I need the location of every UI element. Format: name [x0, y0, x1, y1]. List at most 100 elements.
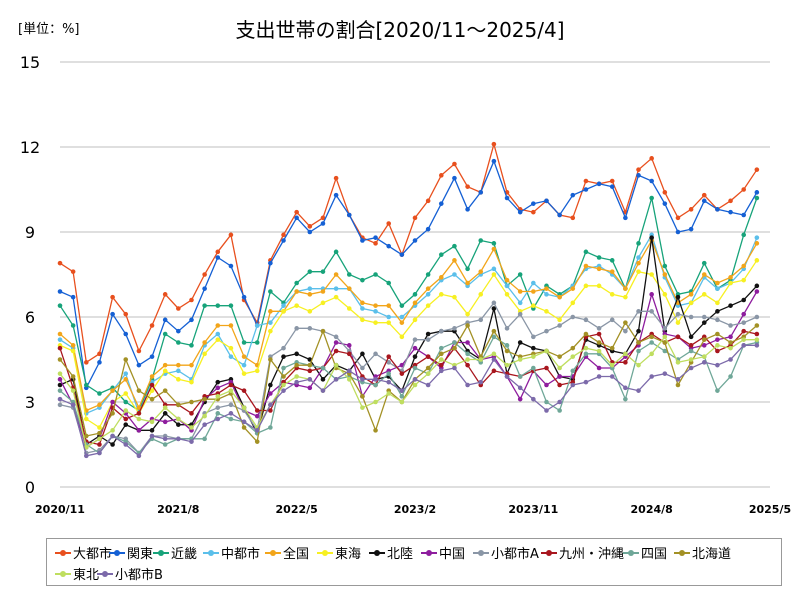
data-point — [281, 309, 286, 314]
data-point — [649, 340, 654, 345]
data-point — [333, 334, 339, 340]
data-point — [281, 238, 286, 243]
data-point — [583, 351, 589, 357]
data-point — [504, 195, 510, 201]
data-point — [57, 337, 63, 342]
data-point — [491, 241, 497, 246]
data-point — [675, 215, 681, 221]
data-point — [97, 360, 102, 365]
data-point — [504, 374, 510, 379]
legend-label: 大都市 — [73, 547, 113, 562]
data-point — [675, 334, 681, 340]
data-point — [715, 207, 720, 212]
data-point — [715, 337, 720, 342]
data-point — [373, 399, 378, 405]
x-tick-label: 2025/5 — [749, 503, 791, 516]
data-point — [478, 238, 484, 243]
data-point — [412, 238, 418, 243]
data-point — [399, 320, 405, 325]
data-point — [399, 362, 405, 368]
data-point — [425, 337, 431, 342]
data-point — [123, 442, 129, 447]
data-point — [583, 331, 589, 337]
data-point — [189, 362, 194, 368]
legend-label: 四国 — [641, 547, 668, 562]
data-point — [583, 345, 589, 351]
data-point — [438, 328, 444, 334]
data-point — [570, 300, 576, 306]
data-point — [425, 354, 431, 359]
data-point — [294, 209, 299, 215]
data-point — [202, 396, 207, 402]
data-point — [149, 382, 155, 388]
data-point — [531, 303, 536, 308]
data-point — [715, 309, 720, 314]
data-point — [373, 241, 378, 246]
data-point — [110, 433, 115, 439]
data-point — [320, 221, 326, 226]
data-point — [268, 289, 273, 294]
data-point — [176, 422, 181, 427]
data-point — [176, 328, 181, 334]
x-tick-label: 2021/8 — [157, 503, 199, 516]
data-point — [373, 382, 378, 388]
data-point — [57, 303, 63, 308]
data-point — [215, 411, 221, 416]
legend-label: 小都市A — [491, 547, 539, 562]
data-point — [531, 345, 536, 351]
data-point — [623, 360, 628, 365]
data-point — [478, 379, 484, 385]
data-point — [57, 377, 63, 382]
data-point — [438, 201, 444, 206]
data-point — [149, 433, 155, 439]
data-point — [728, 280, 733, 286]
data-point — [176, 362, 181, 368]
data-point — [531, 334, 536, 340]
data-point — [228, 416, 234, 422]
data-point — [320, 328, 326, 334]
data-point — [189, 297, 194, 303]
data-point — [531, 280, 536, 286]
data-point — [57, 371, 63, 376]
legend-swatch — [203, 548, 219, 558]
data-point — [386, 314, 392, 320]
data-point — [701, 354, 707, 359]
data-point — [662, 326, 668, 331]
data-point — [136, 428, 142, 433]
data-point — [149, 396, 155, 402]
data-point — [268, 260, 273, 266]
data-point — [596, 255, 602, 260]
data-point — [228, 411, 234, 416]
data-point — [294, 326, 299, 331]
data-point — [662, 292, 668, 297]
data-point — [754, 343, 760, 348]
data-point — [320, 377, 326, 382]
data-point — [189, 317, 194, 323]
data-point — [123, 311, 129, 317]
data-point — [609, 292, 615, 297]
data-point — [465, 323, 470, 328]
data-point — [307, 368, 313, 374]
data-point — [557, 374, 562, 379]
series-line-11 — [59, 321, 758, 444]
data-point — [399, 252, 405, 257]
data-point — [215, 323, 221, 328]
data-point — [346, 377, 352, 382]
data-point — [583, 187, 589, 192]
data-point — [268, 425, 273, 430]
data-point — [136, 405, 142, 410]
y-tick-label: 0 — [25, 478, 35, 497]
data-point — [754, 289, 760, 294]
data-point — [741, 212, 747, 218]
data-point — [228, 382, 234, 388]
data-point — [83, 445, 89, 450]
data-point — [97, 436, 102, 442]
data-point — [162, 317, 168, 323]
data-point — [346, 286, 352, 291]
data-point — [149, 428, 155, 433]
data-point — [741, 263, 747, 269]
data-point — [491, 334, 497, 340]
data-point — [162, 419, 168, 425]
data-point — [294, 374, 299, 379]
data-point — [215, 416, 221, 422]
